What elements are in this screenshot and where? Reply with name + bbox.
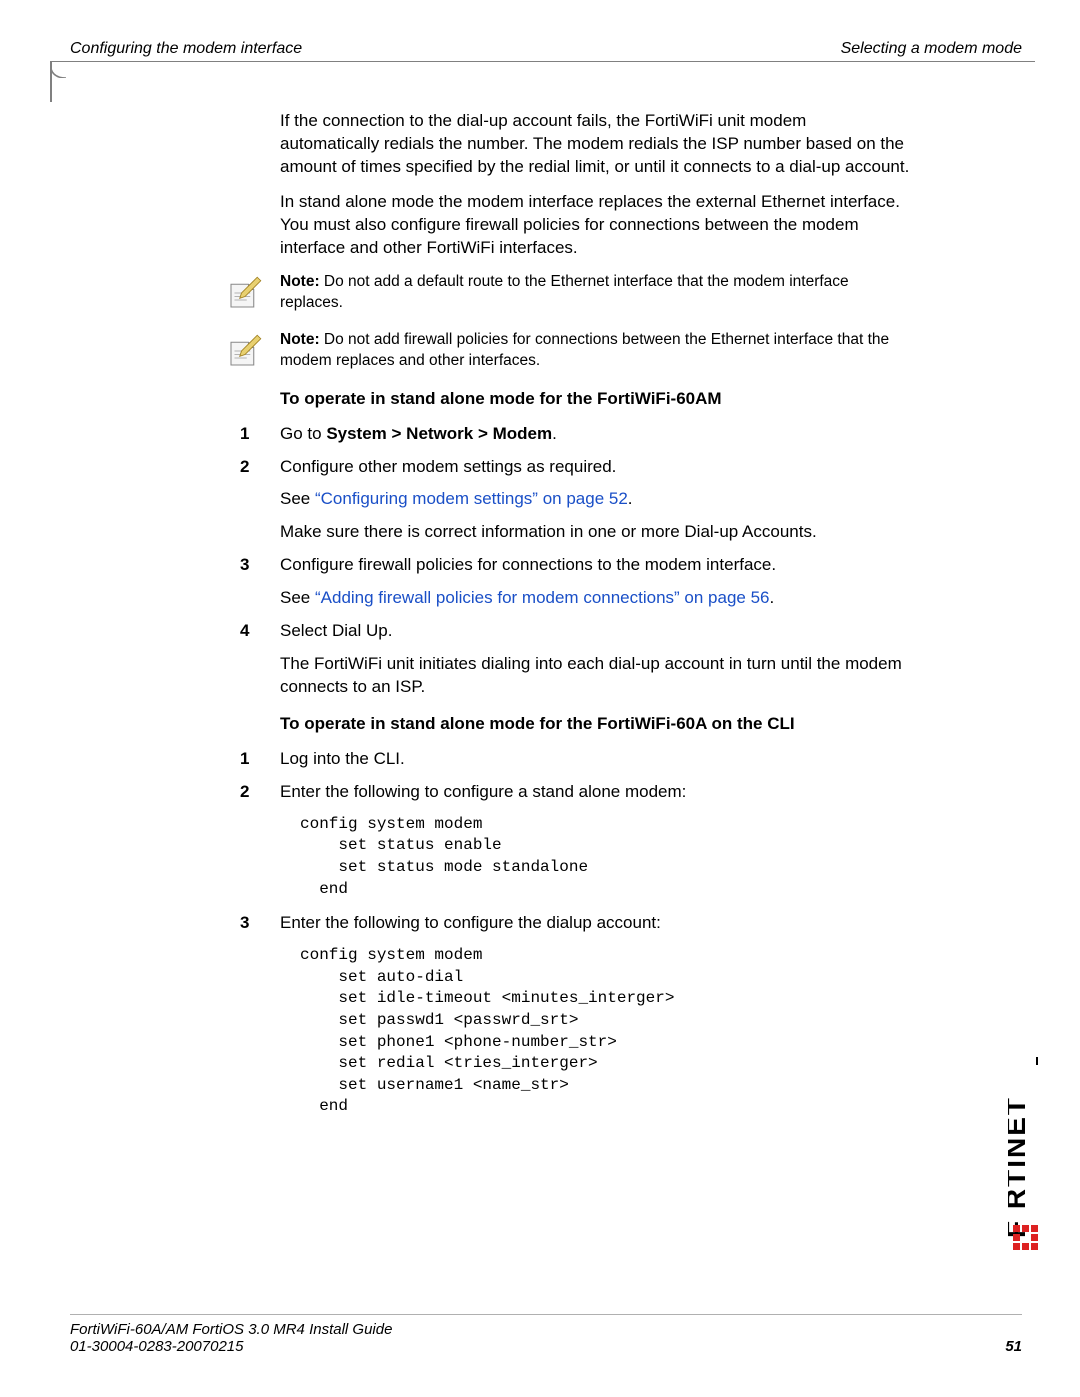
- step-text: Configure other modem settings as requir…: [280, 456, 910, 479]
- section-heading-1: To operate in stand alone mode for the F…: [280, 388, 910, 411]
- note-icon: [224, 330, 266, 372]
- footer-page-number: 51: [1005, 1338, 1022, 1355]
- step: 4 Select Dial Up. The FortiWiFi unit ini…: [280, 620, 910, 699]
- section-heading-2: To operate in stand alone mode for the F…: [280, 713, 910, 736]
- step-number: 2: [240, 781, 249, 804]
- text: .: [552, 424, 557, 443]
- intro-paragraph-2: In stand alone mode the modem interface …: [280, 191, 910, 260]
- step: 3 Configure firewall policies for connec…: [280, 554, 910, 610]
- note-1: Note: Do not add a default route to the …: [224, 272, 910, 314]
- note-body: Do not add firewall policies for connect…: [280, 331, 889, 369]
- step-text: Make sure there is correct information i…: [280, 521, 910, 544]
- step-text: Select Dial Up.: [280, 620, 910, 643]
- text: .: [770, 588, 775, 607]
- text: .: [628, 489, 633, 508]
- step-text: See “Adding firewall policies for modem …: [280, 587, 910, 610]
- xref-link[interactable]: “Adding firewall policies for modem conn…: [315, 588, 770, 607]
- text: See: [280, 588, 315, 607]
- step-number: 1: [240, 748, 249, 771]
- step: 2 Configure other modem settings as requ…: [280, 456, 910, 545]
- text: Go to: [280, 424, 326, 443]
- step-number: 4: [240, 620, 249, 643]
- note-body: Do not add a default route to the Ethern…: [280, 273, 849, 311]
- step-number: 3: [240, 912, 249, 935]
- procedure-2: 1 Log into the CLI. 2 Enter the followin…: [280, 748, 910, 1118]
- step-text: Configure firewall policies for connecti…: [280, 554, 910, 577]
- running-header-left: Configuring the modem interface: [70, 40, 302, 58]
- main-content: If the connection to the dial-up account…: [280, 110, 910, 1130]
- code-block: config system modem set auto-dial set id…: [300, 945, 910, 1118]
- code-block: config system modem set status enable se…: [300, 814, 910, 900]
- step: 2 Enter the following to configure a sta…: [280, 781, 910, 900]
- step-text: Log into the CLI.: [280, 748, 910, 771]
- step-text: Enter the following to configure a stand…: [280, 781, 910, 804]
- corner-curve: [50, 62, 66, 78]
- step-number: 2: [240, 456, 249, 479]
- step-text: Enter the following to configure the dia…: [280, 912, 910, 935]
- note-2: Note: Do not add firewall policies for c…: [224, 330, 910, 372]
- note-2-text: Note: Do not add firewall policies for c…: [280, 330, 910, 372]
- footer-guide-title: FortiWiFi-60A/AM FortiOS 3.0 MR4 Install…: [70, 1321, 1022, 1338]
- xref-link[interactable]: “Configuring modem settings” on page 52: [315, 489, 628, 508]
- footer-doc-number: 01-30004-0283-20070215: [70, 1338, 1022, 1355]
- step-text: See “Configuring modem settings” on page…: [280, 488, 910, 511]
- svg-text:F RTINET: F RTINET: [1008, 1096, 1031, 1238]
- intro-paragraph-1: If the connection to the dial-up account…: [280, 110, 910, 179]
- page-footer: FortiWiFi-60A/AM FortiOS 3.0 MR4 Install…: [70, 1314, 1022, 1355]
- step-text: Go to System > Network > Modem.: [280, 423, 910, 446]
- step-number: 3: [240, 554, 249, 577]
- note-icon: [224, 272, 266, 314]
- note-label: Note:: [280, 273, 320, 290]
- procedure-1: 1 Go to System > Network > Modem. 2 Conf…: [280, 423, 910, 699]
- fortinet-logo: F RTINET: [1008, 1057, 1042, 1277]
- text: See: [280, 489, 315, 508]
- step: 3 Enter the following to configure the d…: [280, 912, 910, 1118]
- note-1-text: Note: Do not add a default route to the …: [280, 272, 910, 314]
- note-label: Note:: [280, 331, 320, 348]
- step: 1 Go to System > Network > Modem.: [280, 423, 910, 446]
- step-number: 1: [240, 423, 249, 446]
- nav-path: System > Network > Modem: [326, 424, 552, 443]
- step-text: The FortiWiFi unit initiates dialing int…: [280, 653, 910, 699]
- step: 1 Log into the CLI.: [280, 748, 910, 771]
- running-header-right: Selecting a modem mode: [841, 40, 1022, 58]
